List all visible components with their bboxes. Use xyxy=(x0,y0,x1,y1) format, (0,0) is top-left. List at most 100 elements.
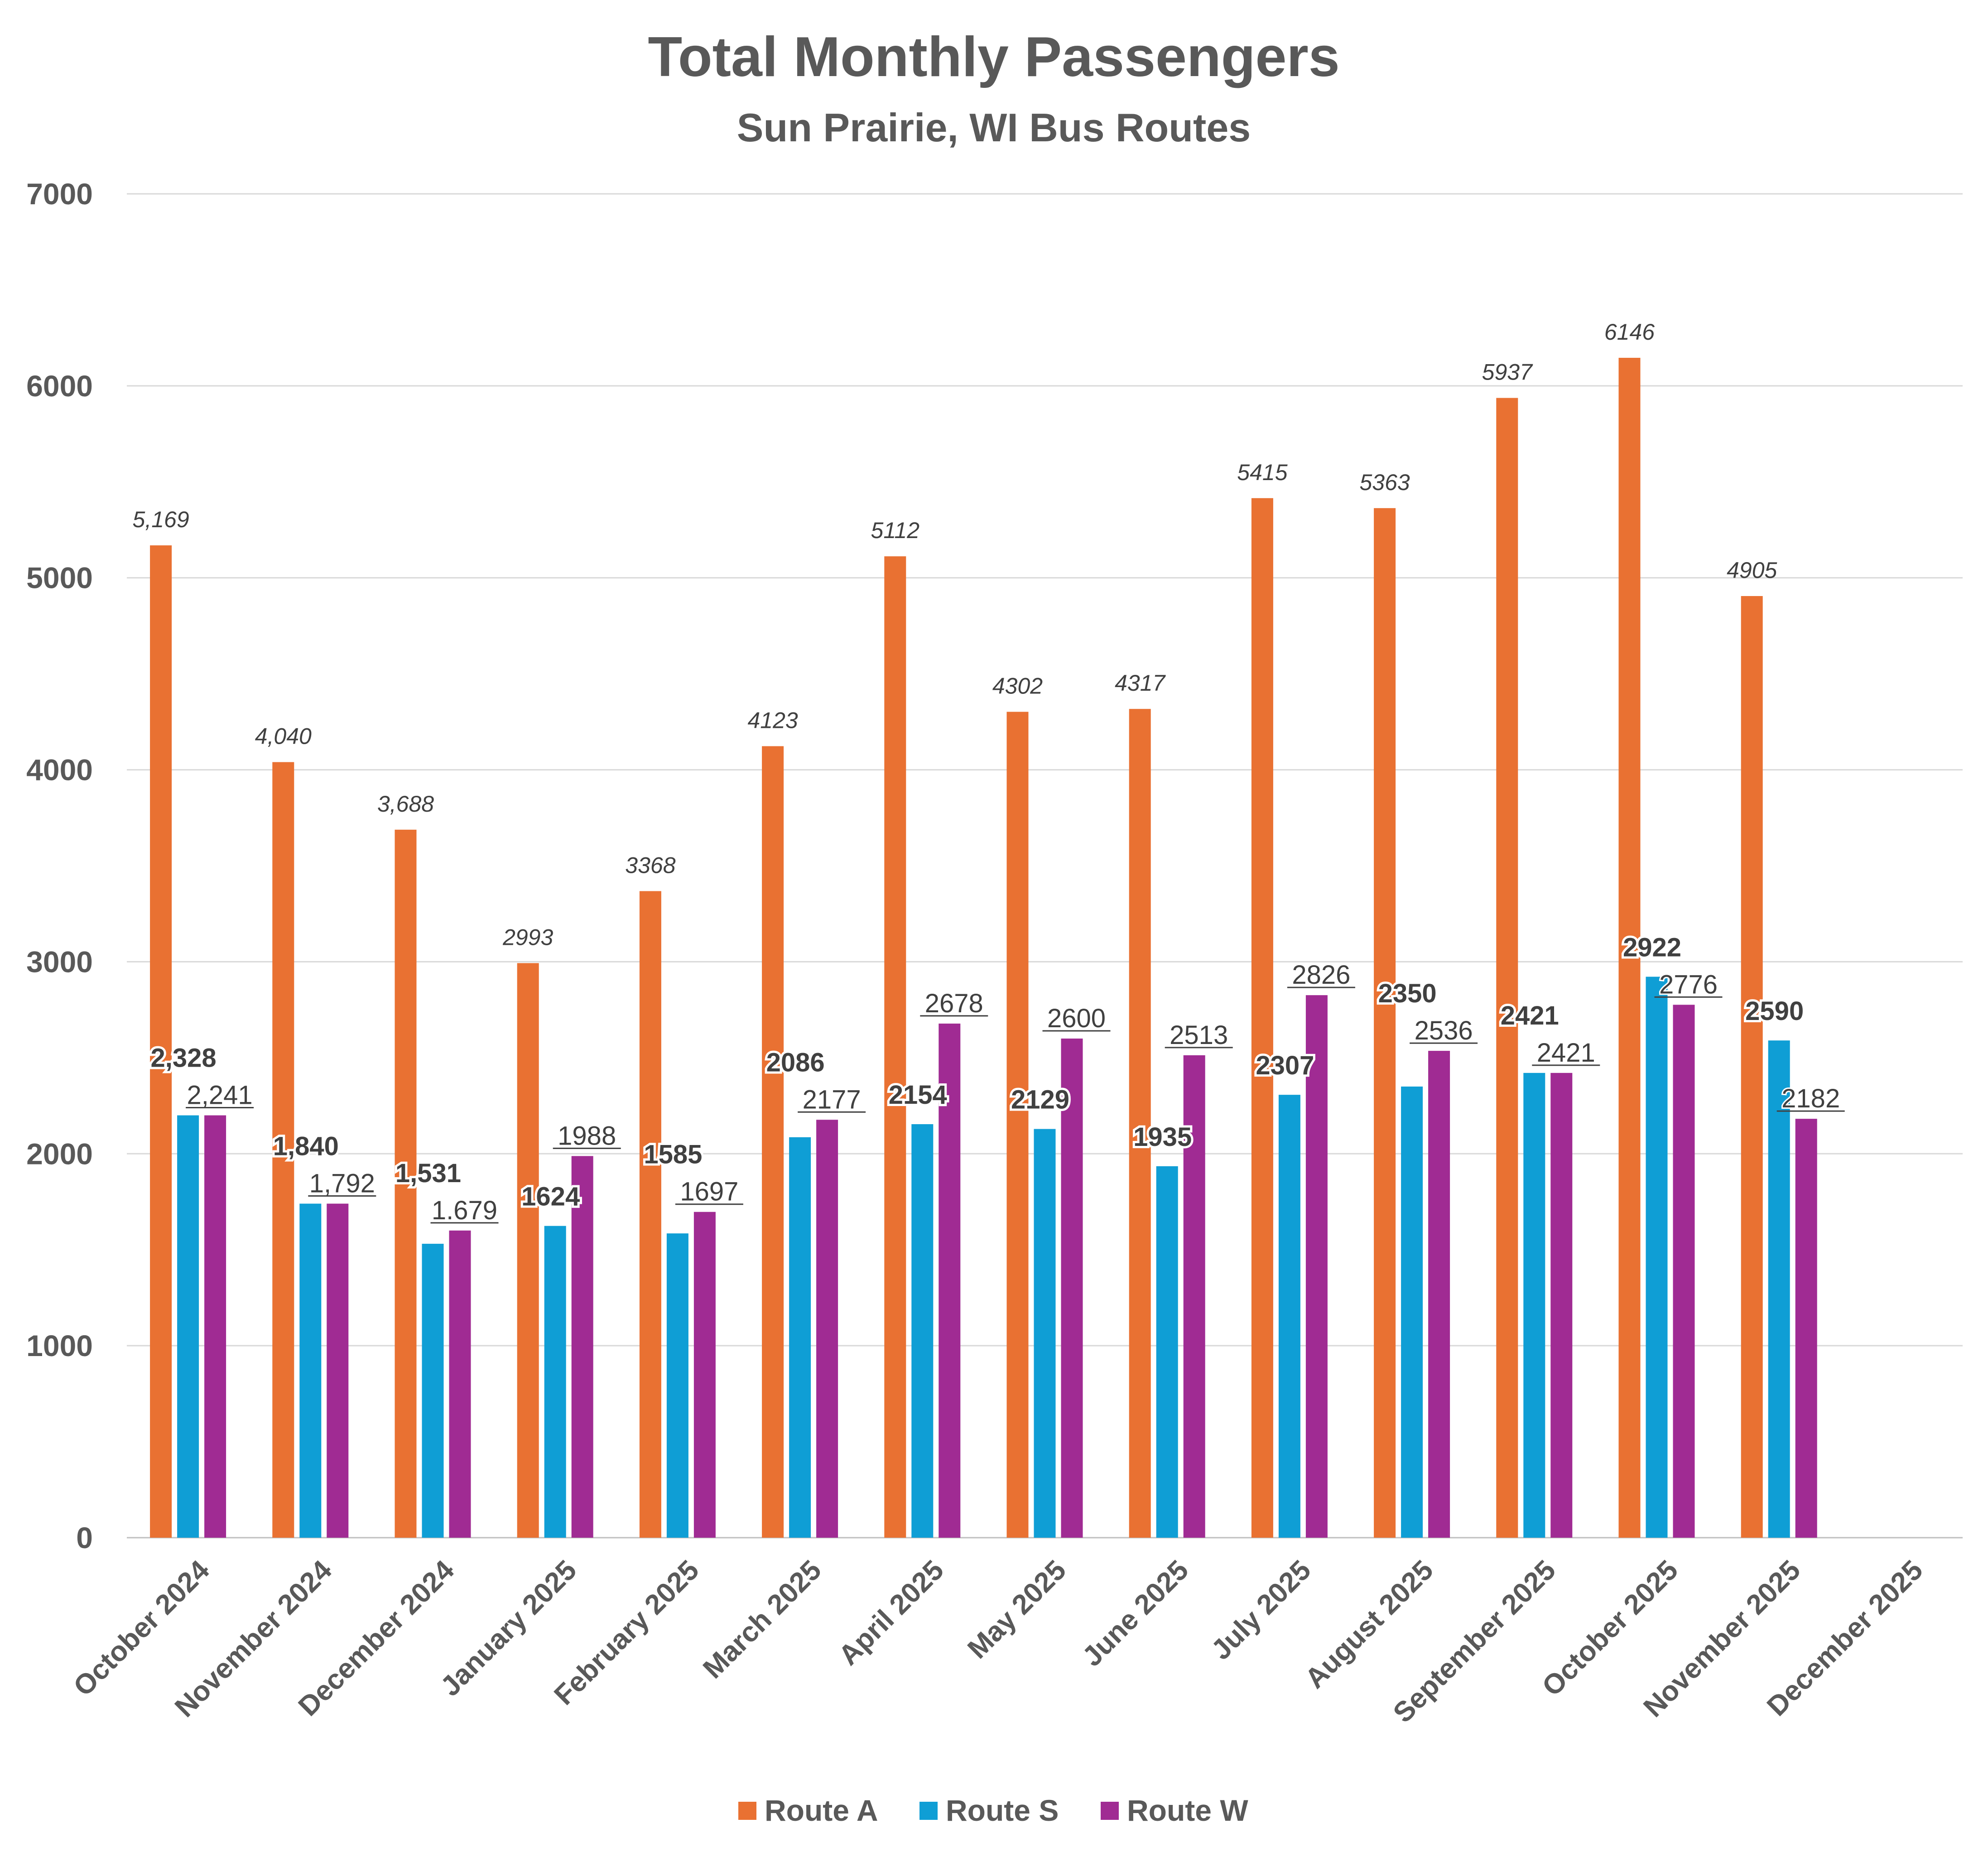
bar-route-s xyxy=(1646,977,1668,1538)
data-label-route-w: 2826 xyxy=(1292,960,1350,990)
legend-swatch xyxy=(919,1802,938,1820)
bar-route-s xyxy=(1278,1095,1300,1538)
data-label-route-w: 2536 xyxy=(1415,1016,1473,1045)
bar-route-w xyxy=(1673,1005,1695,1538)
data-label-route-w: 1988 xyxy=(558,1121,616,1150)
y-tick-label: 4000 xyxy=(26,753,93,787)
bar-route-a xyxy=(639,891,661,1538)
data-label-route-s: 1935 xyxy=(1133,1122,1192,1152)
bar-route-w xyxy=(693,1212,716,1538)
data-label-route-w: 2177 xyxy=(803,1085,861,1114)
bar-route-a xyxy=(1129,709,1151,1538)
data-label-route-s: 1585 xyxy=(644,1140,702,1169)
bar-route-s xyxy=(1156,1166,1178,1538)
data-label-route-s: 1624 xyxy=(521,1182,580,1212)
bar-route-w xyxy=(1061,1038,1083,1538)
bars xyxy=(150,357,1817,1538)
data-label-route-a: 5415 xyxy=(1237,460,1287,485)
data-label-route-a: 5937 xyxy=(1482,360,1533,385)
data-label-route-s: 2421 xyxy=(1501,1001,1559,1030)
bar-route-w xyxy=(1550,1073,1573,1538)
bar-route-s xyxy=(789,1137,811,1538)
bar-route-s xyxy=(177,1115,199,1538)
data-label-route-a: 2993 xyxy=(502,924,553,950)
data-label-route-s: 2307 xyxy=(1256,1051,1314,1080)
bar-route-a xyxy=(1496,398,1518,1538)
x-tick-label: July 2025 xyxy=(1205,1554,1317,1666)
data-label-route-s: 2350 xyxy=(1378,979,1437,1008)
data-label-route-a: 4905 xyxy=(1727,558,1777,583)
bar-route-s xyxy=(1034,1129,1056,1538)
bar-route-w xyxy=(939,1023,961,1538)
legend-label: Route A xyxy=(765,1794,878,1827)
data-label-route-a: 4123 xyxy=(747,707,798,733)
bar-route-w xyxy=(449,1230,471,1538)
legend-swatch xyxy=(738,1802,756,1820)
bar-route-a xyxy=(272,762,294,1538)
data-label-route-s: 1,531 xyxy=(395,1159,461,1188)
data-label-route-w: 2776 xyxy=(1659,970,1718,999)
y-tick-label: 7000 xyxy=(26,177,93,211)
data-labels: 5,169 2,328 2,241 4,040 1,840 1,792 3,688 1,531… xyxy=(133,319,1845,1227)
bar-route-s xyxy=(911,1124,934,1538)
bar-route-w xyxy=(1428,1051,1450,1538)
gridlines: 0 1000 2000 3000 4000 5000 6000 7000 xyxy=(26,177,1963,1554)
bar-route-s xyxy=(666,1233,688,1538)
x-tick-label: August 2025 xyxy=(1299,1554,1439,1694)
bar-route-s xyxy=(1523,1073,1545,1538)
data-label-route-s: 2,328 xyxy=(151,1044,217,1073)
data-label-route-w: 1,792 xyxy=(309,1169,375,1198)
bar-route-a xyxy=(1741,596,1763,1538)
bar-route-w xyxy=(1305,995,1328,1538)
data-label-route-s: 2086 xyxy=(766,1048,825,1077)
x-tick-label: March 2025 xyxy=(697,1554,828,1685)
bar-route-a xyxy=(517,963,539,1538)
chart-title: Total Monthly Passengers xyxy=(648,26,1339,88)
bar-route-a xyxy=(395,829,417,1538)
data-label-route-w: 2600 xyxy=(1047,1004,1106,1033)
legend-label: Route S xyxy=(946,1794,1059,1827)
x-tick-label: June 2025 xyxy=(1076,1554,1194,1673)
data-label-route-a: 3368 xyxy=(625,852,675,878)
x-tick-label: May 2025 xyxy=(962,1554,1072,1665)
data-label-route-w: 1697 xyxy=(680,1177,738,1207)
legend-label: Route W xyxy=(1127,1794,1248,1827)
bar-route-s xyxy=(299,1203,322,1538)
bar-route-s xyxy=(422,1244,444,1538)
data-label-route-a: 6146 xyxy=(1604,319,1655,345)
legend: Route A Route S Route W xyxy=(738,1794,1248,1827)
x-tick-label: April 2025 xyxy=(833,1554,950,1671)
data-label-route-w: 2513 xyxy=(1170,1020,1228,1050)
bar-route-w xyxy=(204,1115,226,1538)
bar-route-a xyxy=(1374,508,1396,1538)
bar-route-a xyxy=(762,746,784,1538)
data-label-route-a: 5363 xyxy=(1359,470,1410,495)
data-label-route-w: 2182 xyxy=(1781,1084,1840,1113)
data-label-route-a: 3,688 xyxy=(377,791,434,817)
bar-route-a xyxy=(150,545,172,1538)
data-label-route-a: 4,040 xyxy=(255,724,312,749)
data-label-route-w: 2678 xyxy=(925,989,983,1018)
data-label-route-a: 4302 xyxy=(992,674,1043,699)
data-label-route-s: 2922 xyxy=(1623,933,1681,962)
bar-route-w xyxy=(816,1120,838,1538)
bar-route-w xyxy=(571,1156,593,1538)
data-label-route-s: 1,840 xyxy=(273,1131,339,1161)
bar-route-w xyxy=(1183,1055,1205,1538)
data-label-route-s: 2154 xyxy=(889,1080,947,1110)
bar-route-a xyxy=(1251,498,1273,1538)
bar-route-a xyxy=(884,556,906,1538)
data-label-route-a: 5,169 xyxy=(133,507,189,532)
bar-route-w xyxy=(327,1203,349,1538)
data-label-route-s: 2129 xyxy=(1011,1085,1069,1115)
data-label-route-s: 2590 xyxy=(1745,996,1804,1026)
y-tick-label: 0 xyxy=(76,1521,93,1554)
bar-route-s xyxy=(1768,1040,1790,1538)
data-label-route-a: 4317 xyxy=(1115,670,1166,696)
data-label-route-w: 2,241 xyxy=(187,1081,253,1110)
y-tick-label: 3000 xyxy=(26,945,93,978)
chart-subtitle: Sun Prairie, WI Bus Routes xyxy=(737,105,1251,150)
y-tick-label: 2000 xyxy=(26,1137,93,1170)
bar-route-s xyxy=(544,1226,566,1538)
